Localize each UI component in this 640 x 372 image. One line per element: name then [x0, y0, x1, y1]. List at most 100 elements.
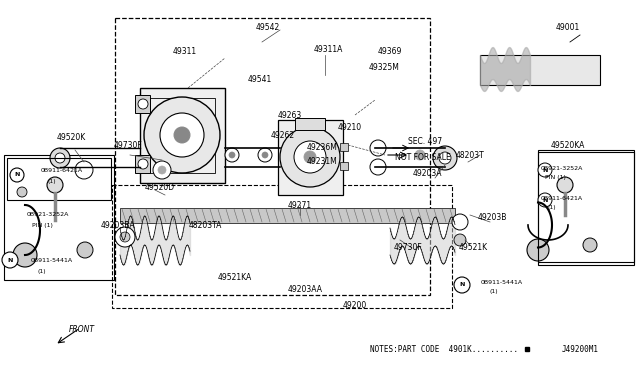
Circle shape: [138, 159, 148, 169]
Circle shape: [304, 151, 316, 163]
Text: N: N: [7, 257, 13, 263]
Text: 49520K: 49520K: [56, 134, 86, 142]
Text: 49541: 49541: [248, 76, 272, 84]
Circle shape: [158, 166, 166, 174]
Circle shape: [583, 238, 597, 252]
Circle shape: [538, 193, 552, 207]
Text: PIN (1): PIN (1): [545, 176, 565, 180]
Text: (1): (1): [490, 289, 499, 295]
Text: FRONT: FRONT: [69, 326, 95, 334]
Text: (1): (1): [38, 269, 46, 275]
Circle shape: [557, 177, 573, 193]
Text: SEC. 497: SEC. 497: [408, 138, 442, 147]
Text: N: N: [460, 282, 465, 288]
Text: 49203BA: 49203BA: [100, 221, 135, 230]
Text: NOT FOR SALE: NOT FOR SALE: [395, 154, 451, 163]
Circle shape: [115, 227, 135, 247]
Text: 48203TA: 48203TA: [188, 221, 221, 230]
Circle shape: [153, 161, 171, 179]
Text: 48203T: 48203T: [456, 151, 484, 160]
Circle shape: [138, 99, 148, 109]
Text: 49210: 49210: [338, 124, 362, 132]
Text: 0B911-6421A: 0B911-6421A: [541, 196, 583, 201]
Text: PIN (1): PIN (1): [31, 222, 52, 228]
Text: (1): (1): [48, 180, 56, 185]
Text: 0B921-3252A: 0B921-3252A: [27, 212, 69, 218]
Text: 49520D: 49520D: [145, 183, 175, 192]
Text: 49730F: 49730F: [394, 244, 422, 253]
Text: 49200: 49200: [343, 301, 367, 310]
Text: 49521KA: 49521KA: [218, 273, 252, 282]
Text: 49203B: 49203B: [477, 214, 507, 222]
Text: 49236M: 49236M: [307, 144, 337, 153]
Text: 49311: 49311: [173, 48, 197, 57]
Circle shape: [415, 150, 425, 160]
Bar: [538, 150, 634, 265]
Text: N: N: [542, 167, 548, 173]
Circle shape: [120, 232, 130, 242]
Circle shape: [370, 159, 386, 175]
Bar: [115, 18, 430, 295]
Text: 49263: 49263: [278, 110, 302, 119]
Bar: [538, 152, 634, 262]
Circle shape: [258, 148, 272, 162]
Text: J49200M1: J49200M1: [561, 346, 598, 355]
Circle shape: [55, 153, 65, 163]
Circle shape: [225, 148, 239, 162]
Circle shape: [454, 234, 466, 246]
Circle shape: [294, 141, 326, 173]
Bar: [135, 155, 150, 173]
Circle shape: [50, 148, 70, 168]
Text: 49203A: 49203A: [412, 170, 442, 179]
Circle shape: [454, 277, 470, 293]
Text: 49542: 49542: [256, 22, 280, 32]
Text: N: N: [14, 173, 20, 177]
Circle shape: [144, 97, 220, 173]
Circle shape: [262, 152, 268, 158]
Text: 49271: 49271: [288, 201, 312, 209]
Circle shape: [17, 187, 27, 197]
Bar: [480, 55, 600, 85]
Text: N: N: [542, 198, 548, 202]
Bar: [340, 143, 348, 151]
Bar: [112, 185, 452, 308]
Circle shape: [527, 239, 549, 261]
Text: 49262: 49262: [271, 131, 295, 140]
Text: 49231M: 49231M: [307, 157, 337, 167]
Bar: [120, 208, 455, 223]
Circle shape: [229, 152, 235, 158]
Text: 49311A: 49311A: [314, 45, 342, 55]
Circle shape: [2, 252, 18, 268]
Bar: [340, 162, 348, 170]
Circle shape: [538, 163, 552, 177]
Text: 49001: 49001: [556, 23, 580, 32]
Text: 49369: 49369: [378, 48, 402, 57]
Bar: [7, 158, 111, 200]
Text: 0B921-3252A: 0B921-3252A: [541, 166, 583, 170]
Text: 49520KA: 49520KA: [551, 141, 585, 150]
Circle shape: [10, 168, 24, 182]
Bar: [135, 95, 150, 113]
Text: (1): (1): [548, 205, 556, 211]
Bar: [295, 118, 325, 130]
Text: 49203AA: 49203AA: [287, 285, 323, 295]
Circle shape: [452, 214, 468, 230]
Circle shape: [77, 242, 93, 258]
Circle shape: [280, 127, 340, 187]
Text: 49521K: 49521K: [458, 244, 488, 253]
Circle shape: [174, 127, 190, 143]
Bar: [4, 155, 114, 280]
Circle shape: [439, 152, 451, 164]
Circle shape: [47, 177, 63, 193]
Text: 49325M: 49325M: [369, 64, 399, 73]
Bar: [140, 88, 225, 183]
Bar: [278, 120, 343, 195]
Circle shape: [433, 146, 457, 170]
Text: NOTES:PART CODE  4901K..........: NOTES:PART CODE 4901K..........: [370, 346, 518, 355]
Text: 0B911-5441A: 0B911-5441A: [31, 257, 73, 263]
Circle shape: [13, 243, 37, 267]
Text: 0B911-6421A: 0B911-6421A: [41, 167, 83, 173]
Circle shape: [75, 161, 93, 179]
Text: 49730F: 49730F: [114, 141, 142, 150]
Text: 0B911-5441A: 0B911-5441A: [481, 279, 523, 285]
